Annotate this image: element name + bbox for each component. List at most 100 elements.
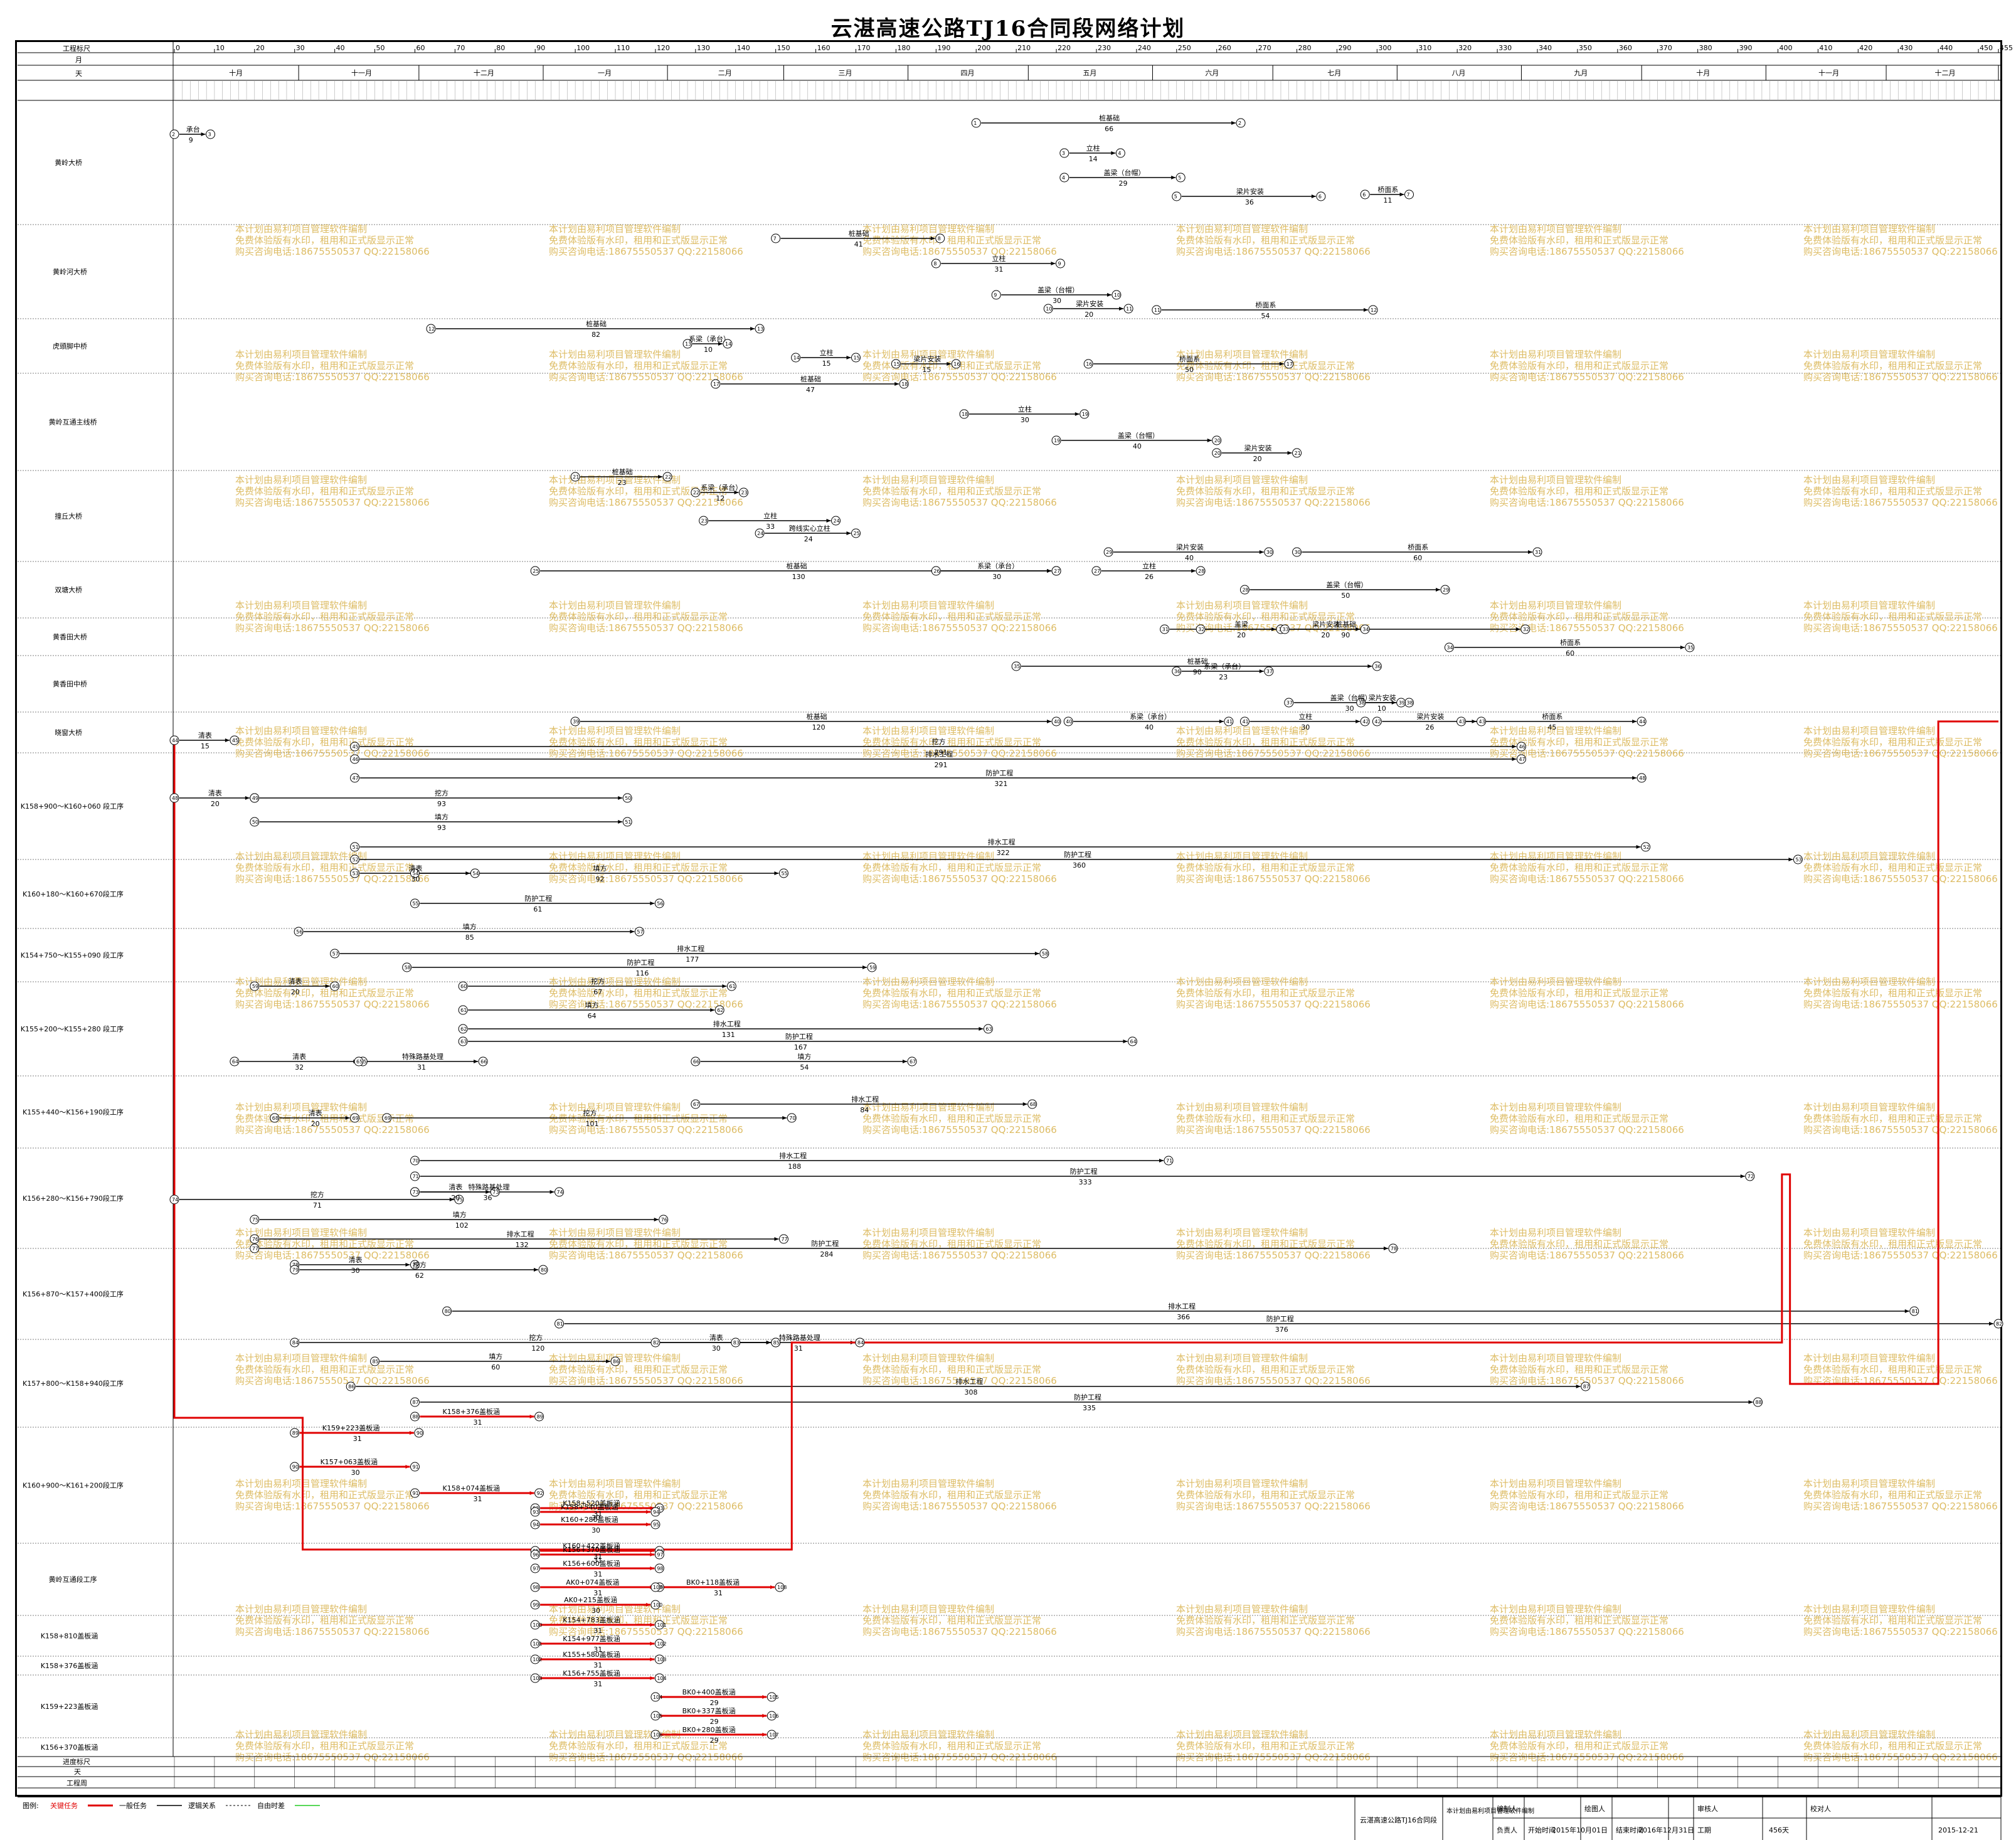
watermark-text: 本计划由易利项目管理软件编制 bbox=[1490, 851, 1621, 862]
event-node bbox=[534, 1412, 544, 1422]
task-duration: 29 bbox=[710, 1718, 719, 1726]
month-label: 十一月 bbox=[1818, 68, 1839, 77]
event-node bbox=[426, 324, 436, 334]
watermark-text: 本计划由易利项目管理软件编制 bbox=[1490, 349, 1621, 360]
watermark-text: 购买咨询电话:18675550537 QQ:22158066 bbox=[1490, 246, 1684, 257]
task-duration: 31 bbox=[417, 1063, 426, 1072]
event-node-number: 91 bbox=[412, 1491, 418, 1496]
event-node-number: 6 bbox=[1318, 194, 1322, 199]
event-node bbox=[959, 409, 969, 419]
row-label: K160+900～K161+200段工序 bbox=[23, 1481, 124, 1490]
task-duration: 84 bbox=[860, 1106, 869, 1114]
event-node bbox=[691, 1056, 701, 1066]
event-node-number: 5 bbox=[1174, 194, 1177, 199]
event-node-number: 73 bbox=[412, 1189, 418, 1195]
event-node bbox=[410, 1187, 420, 1197]
task-duration: 31 bbox=[593, 1661, 602, 1669]
arrow-head bbox=[650, 1623, 655, 1627]
event-node bbox=[1264, 547, 1274, 557]
task-duration: 321 bbox=[994, 780, 1007, 788]
event-node bbox=[410, 868, 420, 878]
row-label: 黄岭互通段工序 bbox=[49, 1575, 97, 1584]
watermark-text: 本计划由易利项目管理软件编制 bbox=[862, 1729, 994, 1740]
scale-tick-label: 160 bbox=[817, 44, 830, 52]
arrow-head bbox=[979, 1027, 984, 1031]
event-node-number: 19 bbox=[1082, 412, 1088, 417]
event-node-number: 108 bbox=[777, 1585, 787, 1590]
watermark-text: 本计划由易利项目管理软件编制 bbox=[549, 1478, 681, 1489]
arrow-head bbox=[846, 356, 851, 359]
duration-value: 456天 bbox=[1769, 1826, 1789, 1834]
scale-tick-label: 320 bbox=[1458, 44, 1472, 52]
arrow-head bbox=[1207, 439, 1212, 442]
event-node-number: 37 bbox=[1287, 700, 1293, 706]
task-label: 桩基础 bbox=[800, 375, 821, 383]
watermark-text: 购买咨询电话:18675550537 QQ:22158066 bbox=[862, 999, 1057, 1010]
watermark-text: 本计划由易利项目管理软件编制 bbox=[1490, 600, 1621, 611]
watermark-text: 本计划由易利项目管理软件编制 bbox=[1803, 1603, 1935, 1615]
task-label: 承台 bbox=[186, 125, 200, 134]
arrow-head bbox=[1051, 262, 1056, 265]
watermark-text: 免费体验版有水印，租用和正式版显示正常 bbox=[235, 1238, 414, 1250]
event-node bbox=[634, 927, 644, 937]
watermark-text: 购买咨询电话:18675550537 QQ:22158066 bbox=[235, 246, 430, 257]
task-label: 系梁（承台） bbox=[689, 334, 730, 343]
task-label: 桩基础 bbox=[586, 319, 607, 328]
task-label: K154+783盖板涵 bbox=[563, 1615, 620, 1624]
event-node-number: 21 bbox=[1295, 450, 1301, 456]
task-label: 桩基础 bbox=[807, 712, 827, 721]
event-node-number: 17 bbox=[1287, 361, 1293, 367]
event-node bbox=[1236, 118, 1246, 128]
task-label: 跨线实心立柱 bbox=[789, 524, 830, 533]
task-label: AK0+215盖板涵 bbox=[564, 1595, 617, 1604]
event-node bbox=[410, 1462, 420, 1472]
task-duration: 90 bbox=[1341, 631, 1350, 639]
watermark-text: 免费体验版有水印，租用和正式版显示正常 bbox=[1490, 486, 1669, 497]
row-label: K155+200～K155+280 段工序 bbox=[21, 1024, 124, 1033]
task-duration: 30 bbox=[592, 1607, 600, 1615]
task-duration: 20 bbox=[1253, 455, 1262, 463]
event-node-number: 64 bbox=[232, 1059, 238, 1065]
event-node bbox=[1581, 1381, 1591, 1391]
arrow-head bbox=[1123, 1040, 1128, 1043]
event-node-number: 9 bbox=[994, 292, 997, 298]
watermarks: 本计划由易利项目管理软件编制免费体验版有水印，租用和正式版显示正常购买咨询电话:… bbox=[235, 223, 1998, 1763]
watermark-text: 购买咨询电话:18675550537 QQ:22158066 bbox=[549, 1124, 743, 1135]
event-node-number: 38 bbox=[1406, 700, 1413, 706]
task-label: 防护工程 bbox=[1070, 1167, 1098, 1176]
event-node bbox=[350, 742, 360, 752]
watermark-text: 免费体验版有水印，租用和正式版显示正常 bbox=[549, 1113, 728, 1124]
watermark-text: 购买咨询电话:18675550537 QQ:22158066 bbox=[235, 873, 430, 885]
arrow-head bbox=[750, 327, 755, 331]
event-node bbox=[951, 359, 961, 369]
task-duration: 64 bbox=[588, 1012, 597, 1020]
event-node-number: 106 bbox=[653, 1732, 662, 1738]
arrow-head bbox=[658, 475, 663, 479]
task-label: 特殊路基处理 bbox=[402, 1052, 443, 1061]
watermark-text: 本计划由易利项目管理软件编制 bbox=[1176, 1353, 1308, 1364]
scale-tick-label: 410 bbox=[1819, 44, 1832, 52]
event-node-number: 101 bbox=[657, 1622, 666, 1628]
event-node-number: 70 bbox=[412, 1158, 418, 1164]
event-node bbox=[650, 1519, 661, 1529]
task-label: 排水工程 bbox=[926, 750, 953, 758]
arrow-head bbox=[826, 519, 831, 523]
event-node-number: 48 bbox=[172, 795, 178, 801]
event-node-number: 18 bbox=[901, 381, 908, 387]
task-label: 防护工程 bbox=[524, 894, 552, 903]
event-node bbox=[1641, 842, 1651, 852]
task-duration: 41 bbox=[854, 240, 863, 248]
task-label: 排水工程 bbox=[677, 944, 704, 953]
event-node-number: 31 bbox=[1535, 550, 1541, 555]
day-label: 天 bbox=[75, 70, 82, 78]
event-node bbox=[1083, 359, 1093, 369]
watermark-text: 本计划由易利项目管理软件编制 bbox=[1803, 851, 1935, 862]
event-node-number: 77 bbox=[252, 1246, 258, 1252]
task-duration: 31 bbox=[474, 1495, 482, 1503]
scale-tick-label: 310 bbox=[1418, 44, 1431, 52]
watermark-text: 免费体验版有水印，租用和正式版显示正常 bbox=[235, 987, 414, 999]
watermark-text: 免费体验版有水印，租用和正式版显示正常 bbox=[862, 1615, 1041, 1626]
task-label: AK0+074盖板涵 bbox=[566, 1578, 619, 1587]
watermark-text: 购买咨询电话:18675550537 QQ:22158066 bbox=[1490, 748, 1684, 759]
event-node-number: 41 bbox=[1226, 719, 1233, 725]
